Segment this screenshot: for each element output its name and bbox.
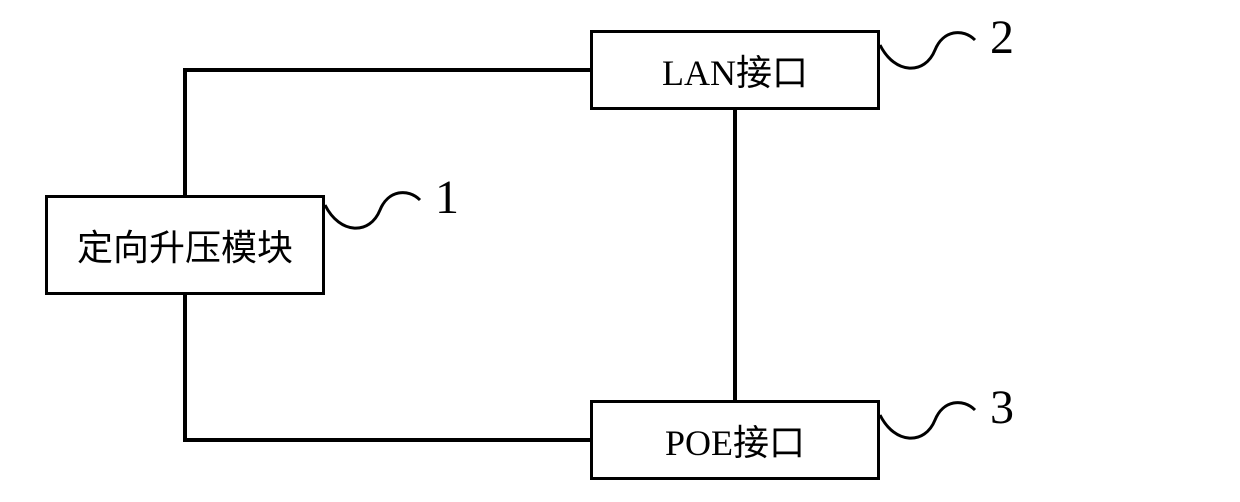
poe-interface-box: POE接口 xyxy=(590,400,880,480)
poe-interface-label: POE接口 xyxy=(665,414,805,466)
boost-module-box: 定向升压模块 xyxy=(45,195,325,295)
lan-interface-number: 2 xyxy=(990,10,1014,65)
lan-interface-box: LAN接口 xyxy=(590,30,880,110)
poe-interface-number: 3 xyxy=(990,380,1014,435)
boost-module-label: 定向升压模块 xyxy=(77,219,293,271)
boost-module-number: 1 xyxy=(435,170,459,225)
lan-interface-label: LAN接口 xyxy=(662,44,808,96)
